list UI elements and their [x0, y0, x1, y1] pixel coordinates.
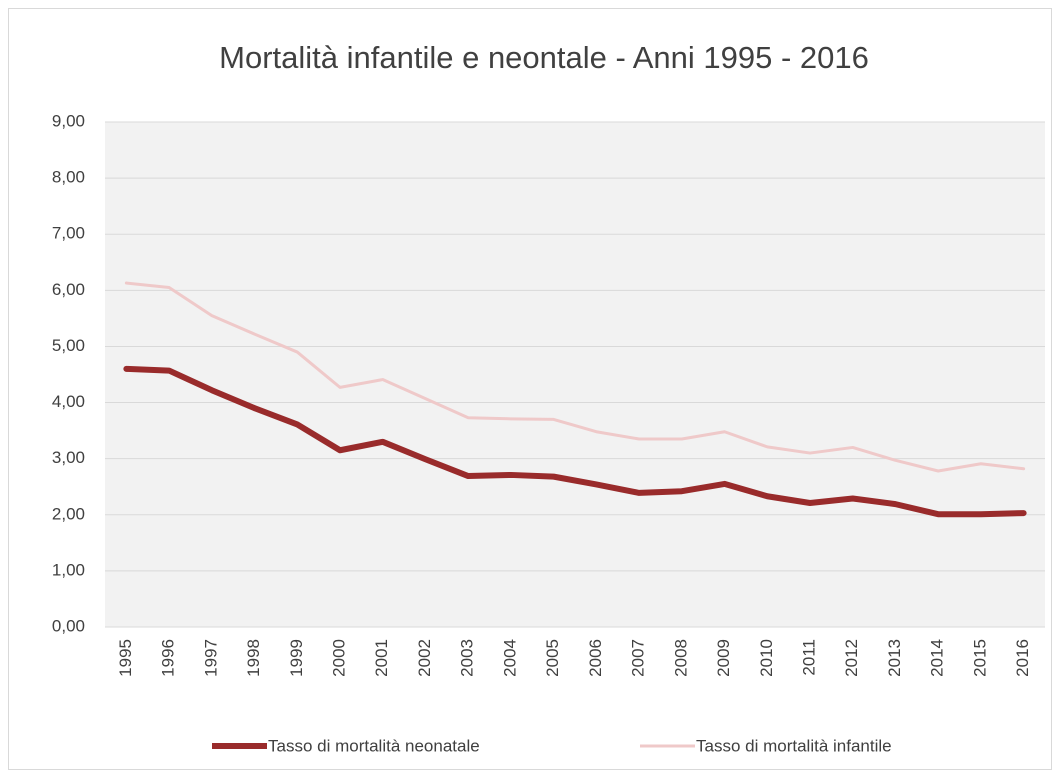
- y-tick-label: 9,00: [52, 111, 85, 130]
- legend-label: Tasso di mortalità infantile: [696, 736, 892, 755]
- x-tick-label: 2004: [500, 639, 519, 677]
- y-tick-label: 2,00: [52, 504, 85, 523]
- legend-label: Tasso di mortalità neonatale: [268, 736, 480, 755]
- x-tick-label: 1996: [159, 639, 178, 677]
- x-tick-label: 2015: [970, 639, 989, 677]
- x-tick-label: 2013: [885, 639, 904, 677]
- x-tick-label: 2000: [329, 639, 348, 677]
- x-tick-label: 2009: [714, 639, 733, 677]
- x-tick-label: 2014: [928, 639, 947, 677]
- plot-area: [105, 122, 1045, 627]
- x-tick-label: 2011: [799, 639, 818, 676]
- x-tick-label: 2005: [543, 639, 562, 677]
- x-tick-label: 1997: [201, 639, 220, 677]
- x-tick-label: 1999: [287, 639, 306, 677]
- y-tick-label: 7,00: [52, 224, 85, 243]
- x-tick-label: 2010: [757, 639, 776, 677]
- y-tick-label: 5,00: [52, 336, 85, 355]
- y-tick-label: 3,00: [52, 448, 85, 467]
- y-tick-label: 1,00: [52, 560, 85, 579]
- x-tick-label: 2007: [629, 639, 648, 677]
- y-tick-label: 0,00: [52, 616, 85, 635]
- y-tick-label: 6,00: [52, 280, 85, 299]
- y-tick-label: 4,00: [52, 392, 85, 411]
- x-tick-label: 2008: [671, 639, 690, 677]
- line-series: [124, 281, 1026, 473]
- x-tick-label: 2006: [586, 639, 605, 677]
- x-tick-label: 2012: [842, 639, 861, 677]
- x-tick-label: 2016: [1013, 639, 1032, 677]
- x-tick-label: 2001: [372, 639, 391, 677]
- y-tick-label: 8,00: [52, 168, 85, 187]
- x-tick-label: 2002: [415, 639, 434, 677]
- chart-title: Mortalità infantile e neontale - Anni 19…: [219, 40, 869, 75]
- x-tick-label: 2003: [458, 639, 477, 677]
- x-tick-label: 1998: [244, 639, 263, 677]
- x-tick-label: 1995: [116, 639, 135, 677]
- line-series: [123, 365, 1027, 518]
